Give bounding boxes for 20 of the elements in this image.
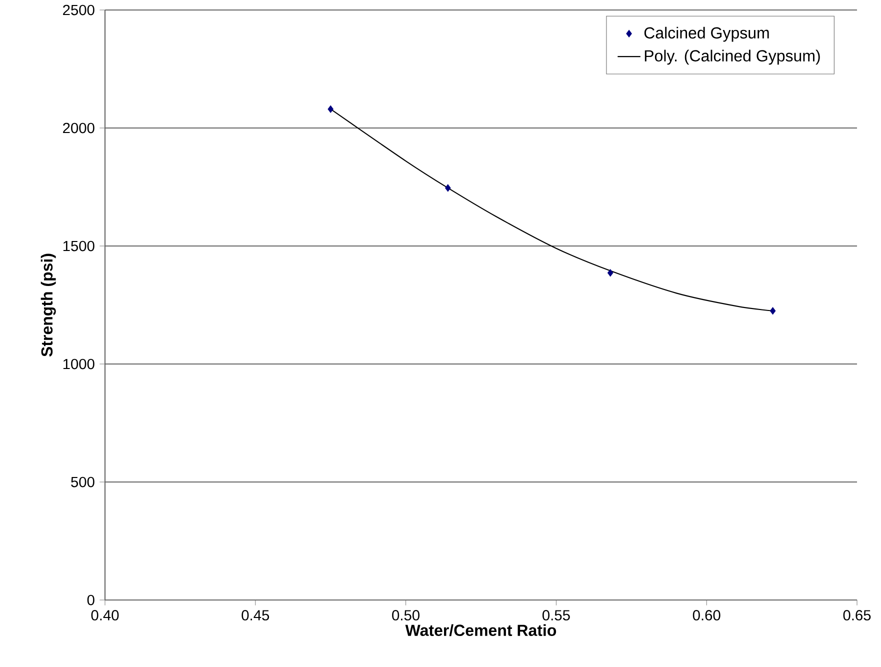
x-tick-label: 0.60 [692,610,720,620]
y-tick-label: 0 [87,594,94,606]
x-tick-label: 0.50 [392,610,420,620]
y-tick-label: 2500 [63,4,94,16]
y-tick-label: 2000 [63,122,94,134]
y-tick-label: 500 [71,476,94,488]
point [445,184,451,192]
y-tick-label: 1000 [63,358,94,370]
point [607,269,614,277]
x-tick-label: 0.55 [542,610,570,620]
x-tick-label: 0.65 [843,610,871,620]
x-axis-title: Water/Cement Ratio [405,624,556,636]
x-tick-label: 0.45 [242,610,270,620]
x-tick-label: 0.40 [91,610,119,620]
point [770,307,776,315]
legend-label: Poly. (Calcined Gypsum) [644,50,820,65]
y-axis-title: Strength (psi) [40,254,56,357]
legend-label: Calcined Gypsum [644,26,769,42]
y-tick-label: 1500 [63,240,94,252]
point [328,105,334,113]
